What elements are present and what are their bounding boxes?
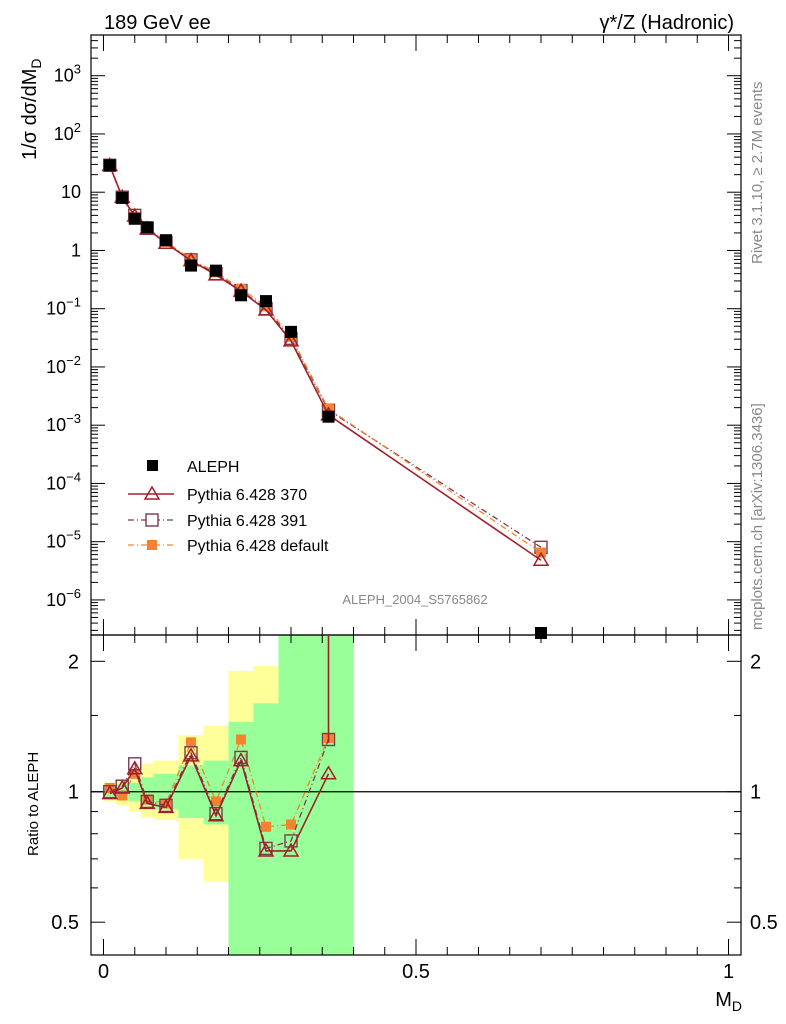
main-point-aleph (103, 159, 116, 172)
legend-marker-pythia-default (147, 540, 157, 550)
legend-marker-pythia370 (143, 485, 161, 500)
ratio-point-pythia-6-428-370 (101, 785, 119, 800)
ratio-series-layer (101, 635, 337, 857)
main-ytick-label: 103 (54, 62, 81, 86)
ratio-axes: 0.5 0.5 1 1 2 2 0 0.5 1 (51, 634, 778, 983)
main-series-aleph (103, 159, 547, 639)
ratio-point-pythia-6-428-default (117, 790, 128, 801)
ratio-series-pythia-6-428-370 (101, 747, 337, 857)
xtick-label: 0 (98, 961, 109, 983)
ratio-point-pythia-6-428-370 (126, 760, 144, 775)
rivet-label: Rivet 3.1.10, ≥ 2.7M events (749, 82, 766, 265)
ratio-point-pythia-6-428-default (142, 794, 153, 805)
ratio-point-pythia-6-428-391 (259, 841, 273, 856)
legend-marker-pythia391 (145, 513, 159, 527)
ratio-point-pythia-6-428-370 (232, 752, 250, 767)
main-point-aleph (128, 212, 141, 225)
main-point-pythia-6-428-default (236, 283, 246, 294)
main-point-pythia-6-428-370 (532, 551, 550, 567)
ratio-point-pythia-6-428-370 (207, 807, 225, 822)
ratio-point-pythia-6-428-370 (113, 779, 131, 794)
main-line-pythia-6-428-391 (109, 165, 542, 548)
main-ytick-label: 10−5 (46, 528, 81, 552)
main-axes: 10−6 10−5 10−4 10−3 10−2 10−1 1 10 102 103 (46, 34, 742, 636)
legend-label-pythia-default: Pythia 6.428 default (187, 538, 329, 555)
ratio-point-pythia-6-428-default (261, 821, 271, 832)
main-ytick-label: 10−1 (46, 295, 81, 319)
ratio-point-pythia-6-428-370 (138, 794, 156, 810)
main-ylabel: 1/σ dσ/dMD (19, 58, 44, 160)
main-point-aleph (260, 295, 272, 308)
ratio-line-pythia-6-428-370 (109, 753, 330, 852)
main-line-pythia-6-428-default (109, 164, 542, 554)
main-point-aleph (160, 234, 172, 247)
ratio-line-pythia-6-428-391 (109, 739, 330, 850)
main-point-pythia-6-428-370 (257, 301, 275, 316)
main-ytick-label: 10−3 (46, 411, 81, 435)
legend: ALEPH Pythia 6.428 370 Pythia 6.428 391 … (128, 459, 329, 555)
main-point-aleph (322, 410, 335, 423)
legend-marker-aleph (147, 460, 158, 471)
main-point-aleph (116, 191, 129, 204)
ratio-ytick-label: 0.5 (51, 912, 79, 934)
main-series-layer (101, 157, 550, 639)
ratio-ytick-label-right: 0.5 (750, 912, 778, 934)
main-series-pythia-6-428-370 (101, 157, 550, 567)
ratio-point-pythia-6-428-370 (282, 842, 300, 857)
ratio-point-pythia-6-428-default (211, 796, 221, 807)
main-point-aleph (141, 221, 154, 234)
main-ytick-label: 1 (71, 240, 81, 260)
main-ytick-label: 10−4 (46, 469, 81, 493)
ratio-ytick-label-right: 2 (750, 651, 761, 673)
main-ytick-label: 10 (61, 182, 81, 202)
main-point-aleph (235, 289, 247, 302)
band-inner-bin (278, 635, 304, 955)
energy-label: 189 GeV ee (104, 12, 211, 34)
main-point-aleph (285, 325, 297, 338)
legend-label-pythia391: Pythia 6.428 391 (187, 513, 307, 530)
ratio-point-pythia-6-428-default (186, 737, 196, 748)
ratio-point-pythia-6-428-default (161, 798, 171, 809)
ratio-uncertainty-bands (103, 635, 354, 955)
xtick-label: 1 (723, 961, 734, 983)
ratio-line-pythia-6-428-default (109, 737, 330, 828)
ratio-ytick-label-right: 1 (750, 782, 761, 804)
ratio-ytick-label: 2 (68, 651, 79, 673)
main-ytick-label: 102 (54, 120, 81, 144)
main-point-pythia-6-428-370 (282, 332, 300, 347)
main-series-pythia-6-428-default (104, 159, 546, 558)
process-label: γ*/Z (Hadronic) (600, 12, 734, 34)
ratio-ylabel: Ratio to ALEPH (25, 752, 42, 856)
main-point-aleph (535, 627, 547, 639)
xlabel: MD (715, 989, 742, 1014)
legend-label-pythia370: Pythia 6.428 370 (187, 487, 307, 504)
ratio-point-pythia-6-428-370 (257, 842, 275, 857)
analysis-watermark: ALEPH_2004_S5765862 (342, 592, 487, 607)
xtick-label: 0.5 (402, 961, 430, 983)
ratio-point-pythia-6-428-370 (320, 765, 337, 780)
main-line-pythia-6-428-370 (109, 165, 542, 561)
ratio-point-pythia-6-428-370 (157, 798, 175, 814)
ratio-point-pythia-6-428-370 (182, 747, 200, 762)
main-point-aleph (185, 259, 197, 272)
ratio-point-pythia-6-428-default (286, 819, 296, 830)
band-inner-bin (228, 721, 254, 955)
ratio-point-pythia-6-428-391 (184, 746, 198, 760)
main-point-aleph (210, 264, 222, 277)
ratio-ytick-label: 1 (68, 782, 79, 804)
main-point-pythia-6-428-default (186, 254, 196, 265)
main-ytick-label: 10−2 (46, 353, 81, 377)
legend-label-aleph: ALEPH (187, 459, 239, 476)
mcplots-label: mcplots.cern.ch [arXiv:1306.3436] (749, 403, 766, 630)
main-ytick-label: 10−6 (46, 586, 81, 610)
ratio-point-pythia-6-428-391 (284, 834, 298, 848)
ratio-point-pythia-6-428-default (236, 734, 246, 745)
